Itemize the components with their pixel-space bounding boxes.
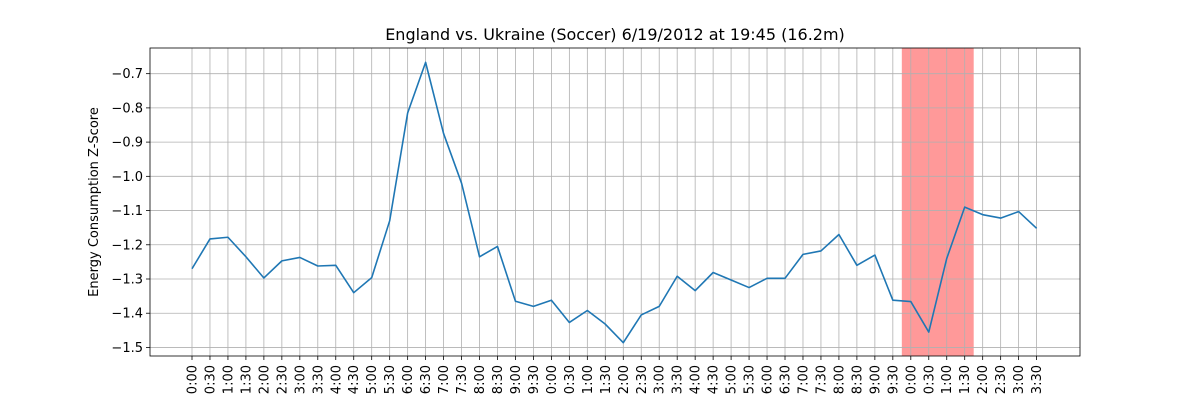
x-tick-label: 2:00: [617, 365, 632, 394]
x-tick-label: 3:30: [671, 365, 686, 394]
x-tick-label: 1:30: [958, 365, 973, 394]
x-tick-label: 6:00: [401, 365, 416, 394]
y-tick-label: −1.0: [111, 170, 143, 185]
x-tick-label: 0:30: [203, 365, 218, 394]
x-tick-label: 3:00: [293, 365, 308, 394]
y-tick-label: −1.2: [111, 238, 143, 253]
x-tick-label: 4:30: [707, 365, 722, 394]
x-tick-label: 6:30: [779, 365, 794, 394]
x-tick-label: 1:00: [221, 365, 236, 394]
y-tick-label: −1.1: [111, 204, 143, 219]
y-tick-label: −1.3: [111, 273, 143, 288]
highlight-band: [901, 48, 974, 356]
x-tick-label: 1:30: [239, 365, 254, 394]
plot-frame: [149, 47, 1081, 357]
x-tick-label: 5:30: [383, 365, 398, 394]
x-tick-label: 6:00: [761, 365, 776, 394]
y-tick-label: −0.9: [111, 136, 143, 151]
x-tick-label: 5:00: [725, 365, 740, 394]
axes-layer: [149, 47, 1081, 357]
x-tick-label: 2:00: [257, 365, 272, 394]
y-ticks: −1.5 −1.4 −1.3 −1.2 −1.1 −1.0 −0.9 −0.8 −0.7: [111, 67, 150, 356]
x-tick-label: 3:30: [1030, 365, 1045, 394]
x-tick-label: 9:00: [868, 365, 883, 394]
x-tick-label: 2:00: [976, 365, 991, 394]
y-tick-label: −0.7: [111, 67, 143, 82]
x-tick-label: 4:30: [347, 365, 362, 394]
x-tick-label: 3:00: [1012, 365, 1027, 394]
x-tick-label: 1:00: [940, 365, 955, 394]
x-tick-label: 5:30: [743, 365, 758, 394]
x-tick-label: 2:30: [994, 365, 1009, 394]
x-tick-label: 0:00: [904, 365, 919, 394]
x-tick-label: 3:30: [311, 365, 326, 394]
y-tick-label: −0.8: [111, 101, 143, 116]
x-tick-label: 4:00: [329, 365, 344, 394]
x-tick-label: 1:00: [581, 365, 596, 394]
x-tick-label: 8:00: [473, 365, 488, 394]
series-line: [191, 61, 1038, 344]
x-tick-label: 6:30: [419, 365, 434, 394]
x-tick-label: 8:00: [832, 365, 847, 394]
x-tick-label: 1:30: [599, 365, 614, 394]
x-tick-label: 9:30: [886, 365, 901, 394]
chart-title: England vs. Ukraine (Soccer) 6/19/2012 a…: [385, 25, 845, 44]
x-tick-label: 8:30: [850, 365, 865, 394]
x-tick-label: 0:30: [922, 365, 937, 394]
y-tick-label: −1.5: [111, 341, 143, 356]
x-tick-label: 3:00: [653, 365, 668, 394]
series-layer: [191, 61, 1038, 344]
x-tick-label: 0:30: [563, 365, 578, 394]
x-tick-label: 0:00: [545, 365, 560, 394]
x-tick-label: 9:30: [527, 365, 542, 394]
x-tick-label: 4:00: [689, 365, 704, 394]
x-tick-label: 7:00: [796, 365, 811, 394]
x-tick-label: 0:00: [186, 365, 201, 394]
x-tick-label: 7:00: [437, 365, 452, 394]
x-tick-label: 2:30: [635, 365, 650, 394]
x-tick-label: 7:30: [814, 365, 829, 394]
y-axis-label: Energy Consumption Z-Score: [87, 107, 102, 297]
x-tick-label: 2:30: [275, 365, 290, 394]
x-tick-label: 5:00: [365, 365, 380, 394]
x-ticks: 0:00 0:30 1:00 1:30 2:00 2:30 3:00 3:30 4:00 4:30…: [186, 356, 1045, 394]
highlight-layer: [901, 48, 974, 356]
x-tick-label: 7:30: [455, 365, 470, 394]
grid-layer: [150, 48, 1080, 356]
y-tick-label: −1.4: [111, 307, 143, 322]
x-tick-label: 9:00: [509, 365, 524, 394]
x-tick-label: 8:30: [491, 365, 506, 394]
